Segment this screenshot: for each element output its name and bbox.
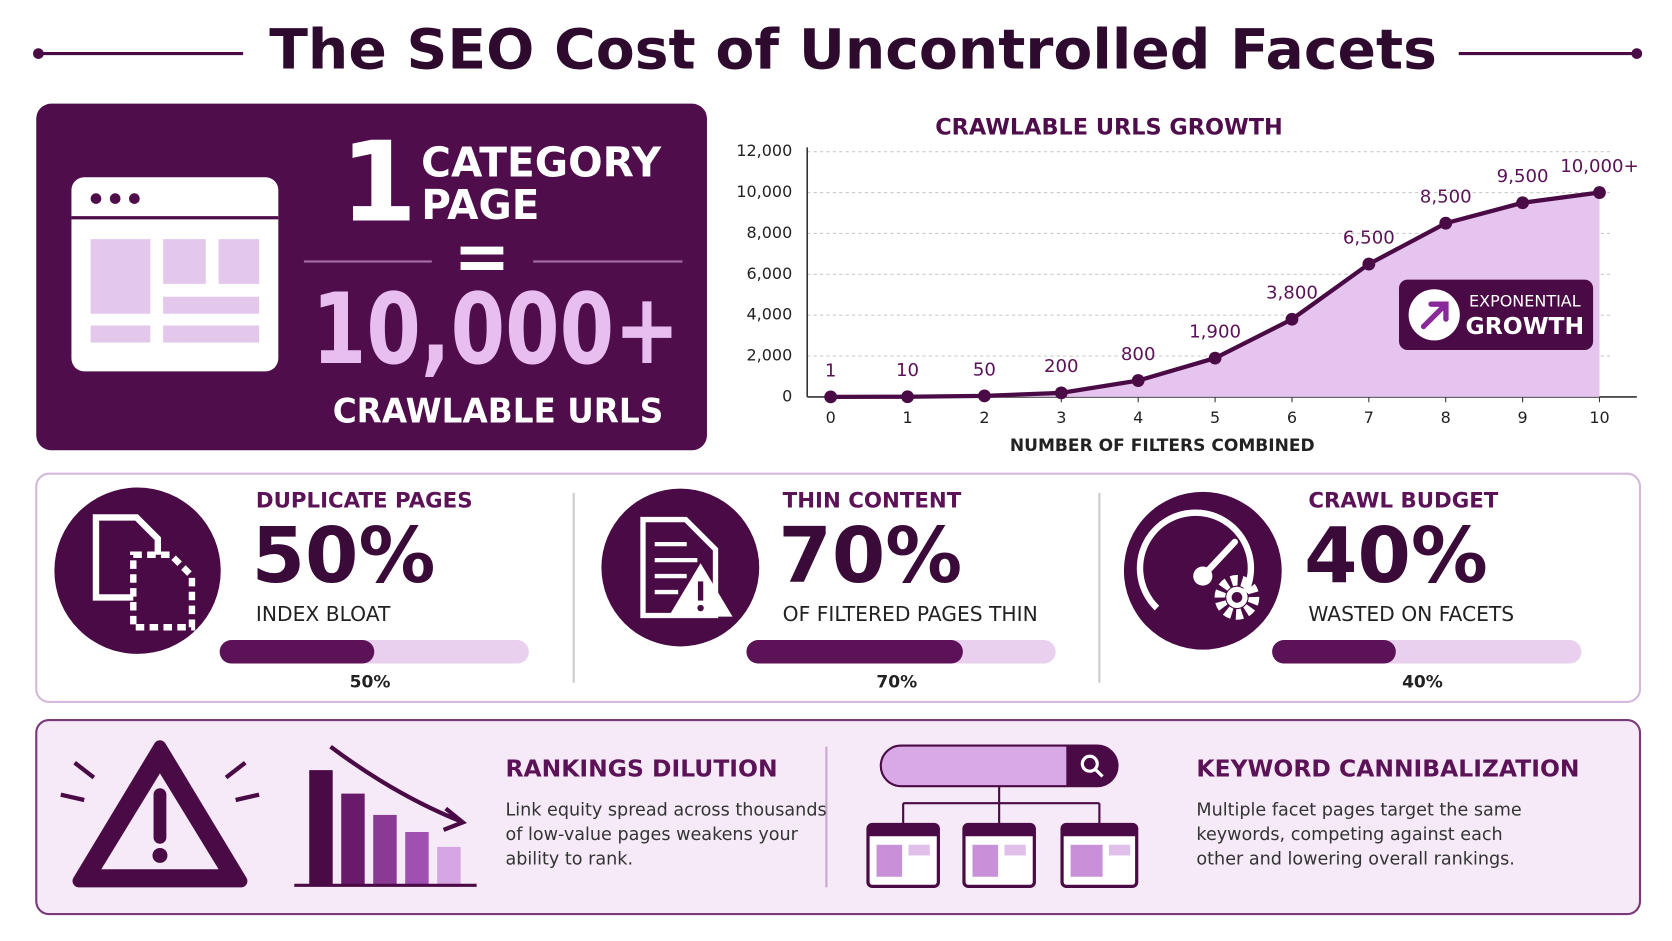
progress-bar <box>746 640 963 664</box>
stat-title: DUPLICATE PAGES <box>256 488 473 513</box>
issue-text: keywords, competing against each <box>1196 825 1502 845</box>
browser-icon <box>71 177 279 372</box>
y-tick-label: 0 <box>782 386 792 405</box>
data-label: 6,500 <box>1343 227 1395 248</box>
issue-text: Link equity spread across thousands <box>505 801 826 821</box>
data-label: 3,800 <box>1266 283 1318 304</box>
data-label: 1,900 <box>1189 321 1241 342</box>
x-tick-label: 7 <box>1364 408 1374 427</box>
x-tick-label: 8 <box>1441 408 1451 427</box>
point <box>1054 386 1068 400</box>
stat-caption: WASTED ON FACETS <box>1308 602 1514 626</box>
data-label: 50 <box>973 359 996 380</box>
crawl-budget-icon <box>1123 491 1282 650</box>
annotation: EXPONENTIAL <box>1469 292 1581 311</box>
data-label: 1 <box>825 360 837 381</box>
stat-value: 50% <box>252 512 436 601</box>
issue-text: other and lowering overall rankings. <box>1196 850 1514 870</box>
x-tick-label: 6 <box>1287 408 1297 427</box>
x-tick-label: 2 <box>979 408 989 427</box>
point <box>1593 186 1606 199</box>
y-tick-label: 2,000 <box>747 346 793 365</box>
stat-caption: INDEX BLOAT <box>256 602 391 626</box>
chart-title: CRAWLABLE URLS GROWTH <box>935 115 1282 141</box>
y-tick-label: 6,000 <box>747 264 793 283</box>
issue-text: ability to rank. <box>505 850 633 870</box>
title-decor <box>33 48 1643 59</box>
y-tick-label: 4,000 <box>747 305 793 324</box>
progress-bar <box>219 640 375 664</box>
stat-title: THIN CONTENT <box>783 488 962 513</box>
x-tick-label: 5 <box>1210 408 1220 427</box>
issue-title: KEYWORD CANNIBALIZATION <box>1196 755 1579 783</box>
stat-value: 40% <box>1304 512 1488 601</box>
x-tick-label: 4 <box>1133 408 1143 427</box>
x-tick-label: 3 <box>1056 408 1066 427</box>
data-label: 10 <box>896 360 919 381</box>
issue-text: of low-value pages weakens your <box>505 825 798 845</box>
y-tick-label: 8,000 <box>747 223 793 242</box>
progress-label: 50% <box>350 673 391 693</box>
progress-label: 40% <box>1402 673 1443 693</box>
issue-title: RANKINGS DILUTION <box>505 755 777 783</box>
annotation-badge <box>1399 279 1594 351</box>
stat-title: CRAWL BUDGET <box>1308 488 1498 513</box>
duplicate-icon <box>54 487 221 654</box>
y-tick-label: 10,000 <box>736 182 792 201</box>
equals: = <box>453 218 510 297</box>
x-axis-label: NUMBER OF FILTERS COMBINED <box>1010 436 1315 456</box>
hero-result: 10,000+ <box>312 273 680 387</box>
data-label: 8,500 <box>1420 187 1472 208</box>
point <box>1516 196 1530 210</box>
point <box>901 390 914 404</box>
hero-label: CATEGORY <box>421 139 662 187</box>
point <box>1439 216 1453 230</box>
point <box>824 390 838 404</box>
hero-label: PAGE <box>421 181 539 229</box>
warning-icon <box>60 740 260 888</box>
annotation: GROWTH <box>1466 312 1585 340</box>
stat-value: 70% <box>778 512 962 601</box>
data-label: 10,000+ <box>1560 156 1639 177</box>
point <box>1131 374 1145 387</box>
data-label: 9,500 <box>1497 166 1549 187</box>
progress-bar <box>1272 640 1396 664</box>
hero-number: 1 <box>340 118 417 247</box>
point <box>978 389 991 403</box>
progress-label: 70% <box>876 673 917 693</box>
decline-icon <box>294 744 477 887</box>
search-icon <box>866 744 1139 888</box>
x-tick-label: 0 <box>826 408 836 427</box>
data-label: 200 <box>1044 356 1079 377</box>
y-tick-label: 12,000 <box>736 141 792 160</box>
thin-content-icon <box>601 488 760 647</box>
point <box>1285 312 1299 326</box>
hero-result-label: CRAWLABLE URLS <box>333 391 664 431</box>
point <box>1208 351 1222 365</box>
x-tick-label: 1 <box>902 408 912 427</box>
x-tick-label: 9 <box>1518 408 1528 427</box>
point <box>1362 257 1376 271</box>
issues: RANKINGS DILUTION Link equity spread acro… <box>505 755 1579 870</box>
data-label: 800 <box>1121 344 1156 365</box>
stat-caption: OF FILTERED PAGES THIN <box>783 602 1038 626</box>
x-tick-label: 10 <box>1589 408 1609 427</box>
issue-text: Multiple facet pages target the same <box>1196 801 1521 821</box>
page-title: The SEO Cost of Uncontrolled Facets <box>269 19 1437 83</box>
